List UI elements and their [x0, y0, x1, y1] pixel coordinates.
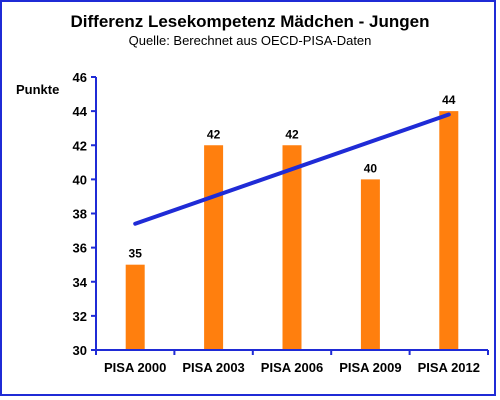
y-tick-label: 30: [73, 343, 87, 358]
y-tick-label: 32: [73, 309, 87, 324]
trend-line: [133, 112, 451, 226]
data-label: 42: [207, 127, 221, 141]
chart-title: Differenz Lesekompetenz Mädchen - Jungen: [70, 12, 430, 31]
bar: [204, 145, 224, 350]
y-tick-label: 38: [73, 207, 87, 222]
x-tick-label: PISA 2009: [339, 360, 401, 375]
y-axis-label: Punkte: [16, 82, 60, 97]
bar: [282, 145, 302, 350]
chart-subtitle: Quelle: Berechnet aus OECD-PISA-Daten: [128, 33, 372, 48]
y-tick-label: 40: [73, 172, 87, 187]
data-label: 35: [129, 247, 143, 261]
data-label: 44: [442, 93, 456, 107]
x-tick-label: PISA 2006: [261, 360, 323, 375]
x-tick-label: PISA 2012: [418, 360, 480, 375]
y-tick-label: 36: [73, 241, 87, 256]
y-tick-label: 42: [73, 138, 87, 153]
bar: [125, 264, 145, 350]
x-tick-label: PISA 2000: [104, 360, 166, 375]
x-tick-label: PISA 2003: [182, 360, 244, 375]
data-label: 42: [285, 127, 299, 141]
y-tick-label: 34: [73, 275, 88, 290]
bar: [360, 179, 380, 350]
y-tick-label: 44: [73, 104, 88, 119]
data-label: 40: [364, 161, 378, 175]
y-tick-label: 46: [73, 70, 87, 85]
bar: [439, 111, 459, 350]
